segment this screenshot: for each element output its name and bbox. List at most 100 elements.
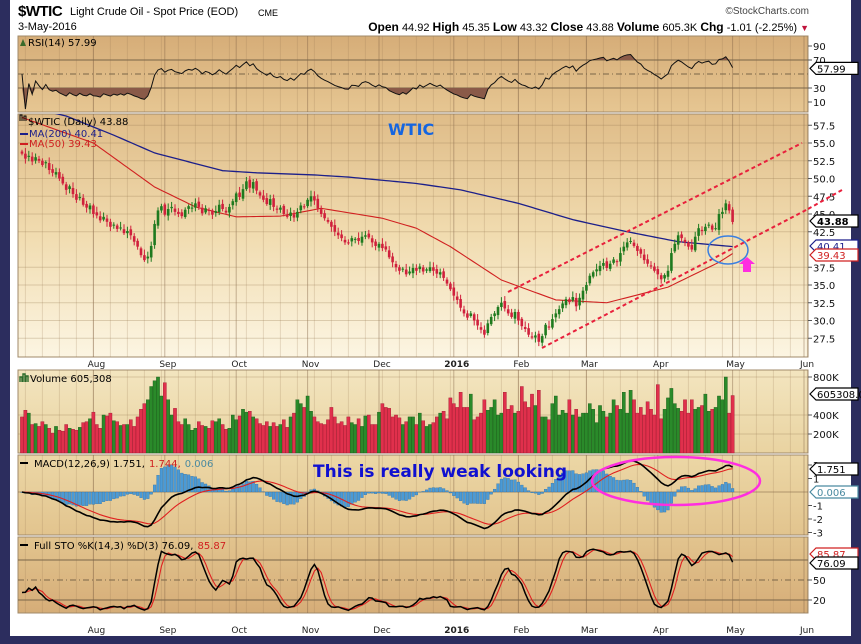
volume-bar xyxy=(88,418,92,454)
x-tick-label: Aug xyxy=(88,360,106,370)
candle-body xyxy=(411,267,415,274)
volume-bar xyxy=(50,432,55,454)
macd-histogram-bar xyxy=(136,491,140,496)
close-value: 43.88 xyxy=(586,22,614,34)
candle-body xyxy=(707,224,711,226)
macd-histogram-bar xyxy=(234,486,238,493)
candle-body xyxy=(571,297,575,301)
macd-histogram-bar xyxy=(727,483,731,493)
candle-body xyxy=(105,218,109,222)
candle-body xyxy=(268,199,272,205)
macd-histogram-bar xyxy=(329,491,333,502)
macd-histogram-bar xyxy=(231,488,235,493)
volume-bar xyxy=(227,428,232,454)
macd-histogram-bar xyxy=(377,491,381,494)
price-y-tick: 27.5 xyxy=(813,334,835,345)
candle-body xyxy=(146,256,150,259)
macd-histogram-bar xyxy=(156,475,160,493)
macd-histogram-bar xyxy=(442,488,446,493)
candle-body xyxy=(639,249,643,254)
volume-bar xyxy=(44,424,48,454)
candle-body xyxy=(262,195,265,200)
macd-histogram-bar xyxy=(187,474,191,493)
up-arrow-icon xyxy=(739,257,755,272)
macd-histogram-bar xyxy=(74,491,78,507)
candle-body xyxy=(418,266,422,270)
macd-histogram-bar xyxy=(717,485,721,493)
candle-body xyxy=(632,242,636,246)
volume-bar xyxy=(135,416,140,454)
macd-histogram-bar xyxy=(428,487,432,493)
macd-histogram-bar xyxy=(268,491,272,497)
volume-bar xyxy=(727,412,731,454)
macd-histogram-bar xyxy=(656,491,660,511)
macd-histogram-bar xyxy=(153,484,157,493)
ma50-badge-box xyxy=(809,248,859,262)
macd-histogram-bar xyxy=(122,491,126,497)
macd-histogram-bar xyxy=(516,481,520,493)
macd-histogram-bar xyxy=(91,491,95,505)
candle-body xyxy=(452,287,456,296)
macd-histogram-bar xyxy=(601,470,605,493)
macd-histogram-bar xyxy=(132,491,136,495)
macd-line xyxy=(21,460,733,530)
volume-bar xyxy=(387,408,392,454)
ma50-legend: MA(50) 39.43 xyxy=(29,139,97,150)
candle-body xyxy=(537,333,541,342)
volume-bar xyxy=(499,412,504,454)
candle-body xyxy=(95,212,99,216)
volume-bar xyxy=(288,416,293,454)
price-y-tick: 57.5 xyxy=(813,121,835,132)
candle-body xyxy=(489,316,493,325)
macd-histogram-bar xyxy=(353,491,357,503)
volume-bar xyxy=(173,408,177,454)
volume-bar xyxy=(251,416,256,454)
rsi-plot xyxy=(21,53,734,110)
candle-body xyxy=(156,210,160,226)
macd-histogram-bar xyxy=(649,491,653,505)
volume-bar xyxy=(625,412,629,454)
candle-body xyxy=(194,203,197,208)
candle-body xyxy=(326,219,330,222)
candle-body xyxy=(136,240,139,247)
candle-body xyxy=(540,336,544,343)
candle-body xyxy=(551,319,554,328)
macd-histogram-bar xyxy=(115,491,119,499)
x-tick-label: Dec xyxy=(373,360,390,370)
candle-legend-icon xyxy=(19,114,27,121)
macd-histogram-bar xyxy=(176,469,180,493)
candle-body xyxy=(496,307,500,316)
volume-bar xyxy=(81,422,85,454)
volume-bar xyxy=(523,401,527,454)
volume-bar xyxy=(326,419,330,454)
candle-body xyxy=(20,151,24,154)
macd-histogram-bar xyxy=(159,468,163,493)
candle-body xyxy=(336,232,340,236)
ma200-line xyxy=(55,114,733,248)
macd-histogram-bar xyxy=(292,491,296,505)
candle-body xyxy=(663,275,666,279)
candle-body xyxy=(285,214,289,217)
close-label: Close xyxy=(550,20,584,34)
macd-histogram-bar xyxy=(557,475,561,493)
macd-histogram-bar xyxy=(408,491,412,500)
candle-body xyxy=(30,156,34,162)
volume-bar xyxy=(125,424,130,454)
volume-bar xyxy=(428,424,432,454)
volume-bar xyxy=(448,397,453,454)
candle-body xyxy=(217,204,221,213)
macd-histogram-bar xyxy=(632,482,636,493)
macd-histogram-bar xyxy=(221,489,225,493)
candle-body xyxy=(625,242,629,248)
candle-body xyxy=(503,301,507,309)
last-close-badge-text: 43.88 xyxy=(817,217,849,228)
volume-bar xyxy=(618,409,623,454)
candle-body xyxy=(687,242,690,247)
volume-bar xyxy=(693,409,697,454)
volume-bar xyxy=(278,424,283,454)
volume-bar xyxy=(384,407,388,454)
candle-body xyxy=(61,176,65,184)
volume-bar xyxy=(258,423,262,454)
volume-bar xyxy=(237,415,242,454)
candle-body xyxy=(602,262,605,266)
